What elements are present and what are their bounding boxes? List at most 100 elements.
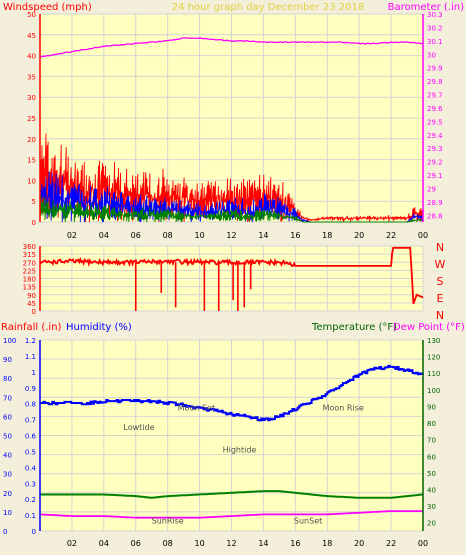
wind-y-tick-label: 15 bbox=[27, 157, 36, 165]
humidity-y-tick-label: 0.4 bbox=[25, 464, 37, 472]
x-tick-label: 22 bbox=[386, 231, 396, 240]
direction-y-tick-label: 180 bbox=[23, 276, 36, 284]
rain-y-tick-label: 80 bbox=[3, 375, 12, 383]
event-annotation: SunSet bbox=[294, 516, 322, 525]
temp-y-tick-label: 50 bbox=[427, 470, 436, 478]
rain-y-tick-label: 0 bbox=[3, 528, 7, 536]
humidity-y-tick-label: 0.6 bbox=[25, 433, 37, 441]
event-annotation: Moon Rise bbox=[323, 404, 364, 413]
humidity-legend-label: Humidity (%) bbox=[66, 322, 132, 333]
wind-y-tick-label: 35 bbox=[27, 73, 36, 81]
temp-y-tick-label: 110 bbox=[427, 370, 440, 378]
direction-y-tick-label: 225 bbox=[23, 267, 36, 275]
wind-y-tick-label: 45 bbox=[27, 32, 36, 40]
humidity-y-tick-label: 0.1 bbox=[25, 512, 36, 520]
x-tick-label: 04 bbox=[99, 231, 109, 240]
humidity-y-tick-label: 0.3 bbox=[25, 480, 36, 488]
x-tick-label: 00 bbox=[418, 231, 428, 240]
humidity-y-tick-label: 1.2 bbox=[25, 337, 36, 345]
wind-y-tick-label: 10 bbox=[27, 177, 36, 185]
compass-label: S bbox=[437, 275, 444, 288]
rain-y-tick-label: 60 bbox=[3, 413, 12, 421]
x-tick-label: 20 bbox=[354, 231, 364, 240]
header-center-label: 24 hour graph day December 23 2018 bbox=[172, 2, 364, 13]
baro-y-tick-label: 30.3 bbox=[427, 11, 443, 19]
temperature-series bbox=[40, 490, 424, 499]
baro-y-tick-label: 29.8 bbox=[427, 78, 443, 86]
humidity-y-tick-label: 0.9 bbox=[25, 385, 36, 393]
rain-y-tick-label: 90 bbox=[3, 356, 12, 364]
rain-y-tick-label: 40 bbox=[3, 452, 12, 460]
baro-y-tick-label: 29.3 bbox=[427, 145, 443, 153]
x-tick-label: 12 bbox=[226, 539, 236, 548]
direction-y-tick-label: 270 bbox=[23, 259, 36, 267]
wind-y-tick-label: 0 bbox=[32, 219, 36, 227]
wind-y-tick-label: 5 bbox=[32, 198, 36, 206]
baro-y-tick-label: 29 bbox=[427, 185, 436, 193]
direction-y-tick-label: 135 bbox=[23, 284, 36, 292]
x-tick-label: 08 bbox=[163, 231, 173, 240]
event-annotation: Lowtide bbox=[123, 423, 154, 432]
temp-y-tick-label: 40 bbox=[427, 486, 436, 494]
wind-y-tick-label: 25 bbox=[27, 115, 36, 123]
x-tick-label: 04 bbox=[99, 539, 109, 548]
x-tick-label: 16 bbox=[290, 231, 300, 240]
wind-y-tick-label: 40 bbox=[27, 53, 36, 61]
humidity-series bbox=[40, 364, 424, 422]
humidity-y-tick-label: 0.5 bbox=[25, 448, 36, 456]
humidity-y-tick-label: 0 bbox=[32, 528, 36, 536]
baro-y-tick-label: 29.2 bbox=[427, 159, 443, 167]
x-tick-label: 02 bbox=[67, 539, 77, 548]
temp-y-tick-label: 80 bbox=[427, 420, 436, 428]
header-left-label: Windspeed (mph) bbox=[3, 2, 92, 13]
temp-y-tick-label: 130 bbox=[427, 337, 440, 345]
direction-y-tick-label: 360 bbox=[23, 243, 36, 251]
dewpoint-series bbox=[39, 510, 423, 519]
x-tick-label: 14 bbox=[258, 539, 268, 548]
compass-label: N bbox=[436, 241, 444, 254]
humidity-y-tick-label: 1.1 bbox=[25, 353, 36, 361]
humidity-y-tick-label: 0.8 bbox=[25, 401, 36, 409]
rain-y-tick-label: 30 bbox=[3, 471, 12, 479]
direction-series bbox=[39, 246, 424, 305]
x-tick-label: 12 bbox=[226, 231, 236, 240]
wind-y-tick-label: 20 bbox=[27, 136, 36, 144]
x-tick-label: 14 bbox=[258, 231, 268, 240]
event-annotation: Hightide bbox=[223, 446, 257, 455]
x-tick-label: 18 bbox=[322, 539, 332, 548]
humidity-y-tick-label: 0.7 bbox=[25, 417, 36, 425]
dewpoint-legend-label: Dew Point (°F) bbox=[393, 322, 465, 333]
rainfall-legend-label: Rainfall (.in) bbox=[1, 322, 62, 333]
wind-series-green bbox=[39, 195, 424, 223]
barometer-series bbox=[40, 37, 424, 58]
direction-y-tick-label: 315 bbox=[23, 251, 36, 259]
baro-y-tick-label: 28.9 bbox=[427, 199, 443, 207]
baro-y-tick-label: 29.9 bbox=[427, 65, 443, 73]
temperature-legend-label: Temperature (°F) bbox=[311, 322, 397, 333]
header-right-label: Barometer (.in) bbox=[388, 2, 464, 13]
temp-y-tick-label: 120 bbox=[427, 354, 440, 362]
direction-y-tick-label: 90 bbox=[27, 292, 36, 300]
temp-y-tick-label: 70 bbox=[427, 437, 436, 445]
compass-label: E bbox=[437, 292, 444, 305]
temp-y-tick-label: 100 bbox=[427, 387, 440, 395]
x-tick-label: 06 bbox=[131, 231, 141, 240]
x-tick-label: 08 bbox=[163, 539, 173, 548]
baro-y-tick-label: 29.7 bbox=[427, 92, 443, 100]
humidity-y-tick-label: 0.2 bbox=[25, 496, 36, 504]
baro-y-tick-label: 28.8 bbox=[427, 212, 443, 220]
event-annotation: Moon Set bbox=[178, 404, 215, 413]
rain-y-tick-label: 50 bbox=[3, 433, 12, 441]
rain-y-tick-label: 10 bbox=[3, 509, 12, 517]
x-tick-label: 00 bbox=[418, 539, 428, 548]
rain-y-tick-label: 20 bbox=[3, 490, 12, 498]
compass-label: W bbox=[435, 258, 446, 271]
event-annotation: SunRise bbox=[152, 516, 184, 525]
x-tick-label: 18 bbox=[322, 231, 332, 240]
x-tick-label: 20 bbox=[354, 539, 364, 548]
baro-y-tick-label: 30.2 bbox=[427, 24, 443, 32]
baro-y-tick-label: 29.1 bbox=[427, 172, 443, 180]
temp-y-tick-label: 90 bbox=[427, 403, 436, 411]
baro-y-tick-label: 29.4 bbox=[427, 132, 443, 140]
